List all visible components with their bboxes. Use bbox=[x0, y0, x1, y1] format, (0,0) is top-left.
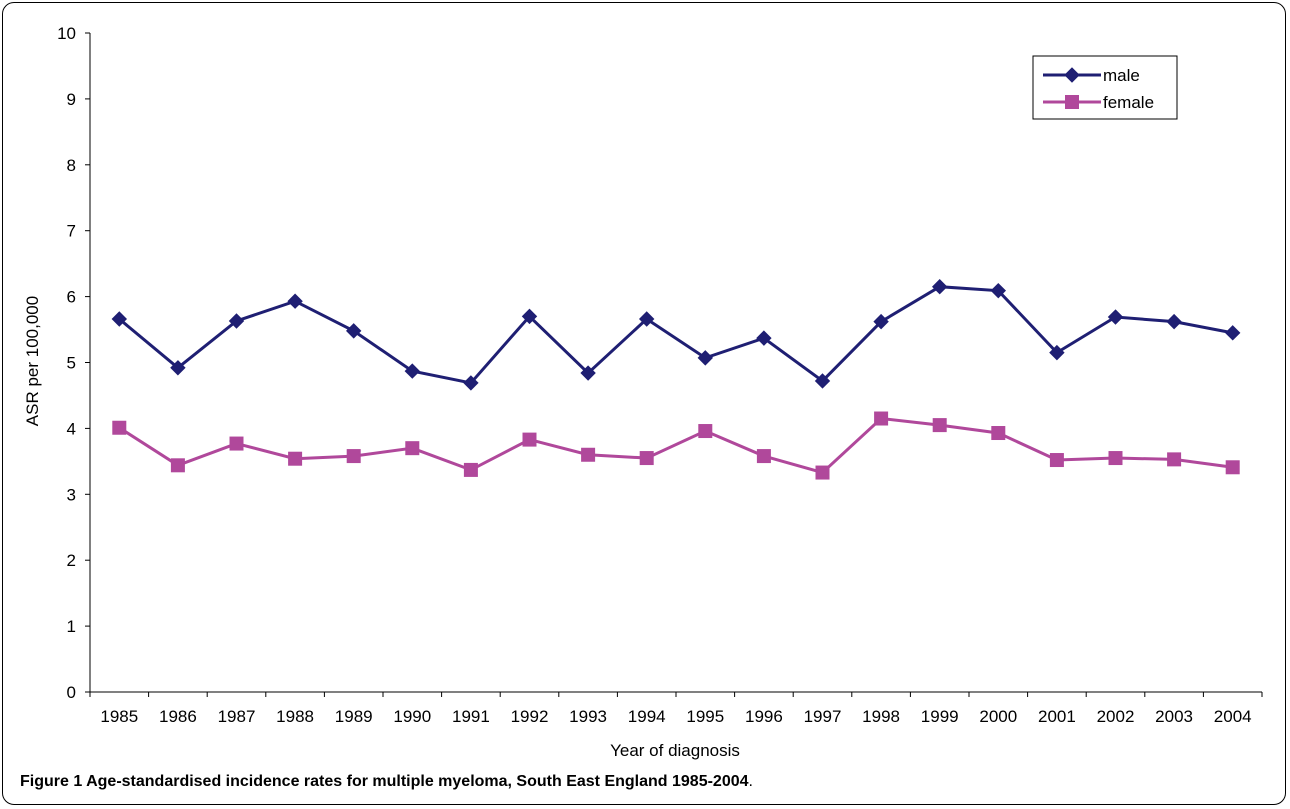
data-point-female bbox=[346, 449, 361, 464]
x-tick-label: 1986 bbox=[159, 707, 197, 726]
data-point-female bbox=[639, 451, 654, 466]
data-point-female bbox=[698, 424, 713, 439]
data-point-female bbox=[581, 447, 596, 462]
y-tick-label: 2 bbox=[67, 551, 76, 570]
data-point-female bbox=[1108, 451, 1123, 466]
data-point-male bbox=[345, 323, 362, 339]
data-point-male bbox=[756, 330, 772, 346]
series-markers bbox=[111, 279, 1241, 480]
y-tick-label: 6 bbox=[67, 288, 76, 307]
data-point-female bbox=[991, 426, 1006, 441]
data-point-male bbox=[814, 373, 831, 389]
data-point-female bbox=[112, 420, 127, 435]
series-line-female bbox=[118, 416, 1233, 475]
y-tick-label: 10 bbox=[57, 24, 76, 43]
data-point-female bbox=[170, 458, 185, 473]
x-tick-label: 2003 bbox=[1155, 707, 1193, 726]
y-tick-label: 9 bbox=[67, 90, 76, 109]
data-point-male bbox=[931, 279, 948, 295]
caption-end: . bbox=[748, 773, 753, 790]
data-point-female bbox=[874, 411, 889, 426]
data-point-female bbox=[1167, 452, 1182, 467]
data-point-male bbox=[638, 311, 655, 327]
y-tick-label: 3 bbox=[67, 485, 76, 504]
data-point-female bbox=[756, 449, 771, 464]
x-tick-label: 1998 bbox=[862, 707, 900, 726]
x-tick-label: 1996 bbox=[745, 707, 783, 726]
data-point-female bbox=[463, 462, 478, 477]
x-tick-label: 1994 bbox=[628, 707, 666, 726]
x-tick-label: 1985 bbox=[100, 707, 138, 726]
data-point-male bbox=[580, 365, 596, 381]
legend-swatch-marker-female bbox=[1065, 95, 1079, 109]
data-point-male bbox=[1166, 313, 1182, 330]
data-point-male bbox=[1049, 344, 1065, 361]
data-point-female bbox=[1049, 453, 1064, 468]
data-point-male bbox=[170, 360, 186, 376]
x-tick-label: 1991 bbox=[452, 707, 490, 726]
data-point-male bbox=[1224, 325, 1241, 341]
x-tick-label: 1997 bbox=[804, 707, 842, 726]
x-tick-label: 1992 bbox=[511, 707, 549, 726]
data-point-male bbox=[873, 313, 889, 330]
x-axis-label: Year of diagnosis bbox=[610, 741, 740, 760]
legend-label-female: female bbox=[1103, 93, 1154, 112]
legend: male female bbox=[1032, 55, 1178, 120]
y-tick-label: 0 bbox=[67, 683, 76, 702]
data-point-female bbox=[522, 432, 537, 447]
figure-caption: Figure 1 Age-standardised incidence rate… bbox=[20, 773, 753, 791]
chart-axes bbox=[85, 32, 1263, 697]
data-point-male bbox=[990, 282, 1007, 299]
data-point-male bbox=[463, 375, 479, 391]
x-tick-label: 1995 bbox=[686, 707, 724, 726]
line-chart: 0 1 2 3 4 5 6 7 8 9 10 1985 1986 1987 1988 1989 1990 199… bbox=[23, 24, 1263, 760]
data-point-female bbox=[288, 451, 303, 466]
data-point-male bbox=[228, 313, 245, 329]
x-tick-label: 1987 bbox=[218, 707, 256, 726]
x-tick-label: 1993 bbox=[569, 707, 607, 726]
data-point-female bbox=[815, 465, 830, 480]
data-point-male bbox=[287, 293, 303, 309]
data-point-male bbox=[111, 311, 128, 327]
y-tick-label: 7 bbox=[67, 222, 76, 241]
x-tick-labels: 1985 1986 1987 1988 1989 1990 1991 1992 1993 1994… bbox=[100, 707, 1251, 726]
x-tick-label: 2000 bbox=[979, 707, 1017, 726]
legend-box bbox=[1032, 55, 1178, 120]
x-tick-label: 1999 bbox=[921, 707, 959, 726]
data-point-male bbox=[697, 350, 714, 366]
x-tick-label: 1989 bbox=[335, 707, 373, 726]
y-tick-labels: 0 1 2 3 4 5 6 7 8 9 10 bbox=[57, 24, 76, 702]
y-axis-label: ASR per 100,000 bbox=[23, 296, 42, 426]
x-tick-label: 2002 bbox=[1097, 707, 1135, 726]
series-line-male bbox=[118, 285, 1233, 385]
x-tick-label: 1988 bbox=[276, 707, 314, 726]
data-point-female bbox=[932, 418, 947, 433]
y-tick-label: 1 bbox=[67, 617, 76, 636]
data-point-male bbox=[404, 363, 421, 379]
caption-text: Age-standardised incidence rates for mul… bbox=[82, 773, 749, 790]
caption-label: Figure 1 bbox=[20, 773, 83, 790]
legend-label-male: male bbox=[1103, 66, 1140, 85]
data-point-male bbox=[521, 308, 538, 325]
y-tick-label: 8 bbox=[67, 156, 76, 175]
legend-swatch-marker-male bbox=[1064, 67, 1080, 83]
x-tick-label: 2001 bbox=[1038, 707, 1076, 726]
data-point-female bbox=[405, 441, 420, 456]
x-tick-label: 1990 bbox=[393, 707, 431, 726]
y-tick-label: 5 bbox=[67, 354, 76, 373]
series-lines bbox=[118, 285, 1233, 475]
data-point-female bbox=[229, 436, 244, 451]
y-tick-label: 4 bbox=[67, 419, 76, 438]
x-tick-label: 2004 bbox=[1214, 707, 1252, 726]
data-point-male bbox=[1107, 309, 1124, 325]
data-point-female bbox=[1225, 460, 1240, 475]
